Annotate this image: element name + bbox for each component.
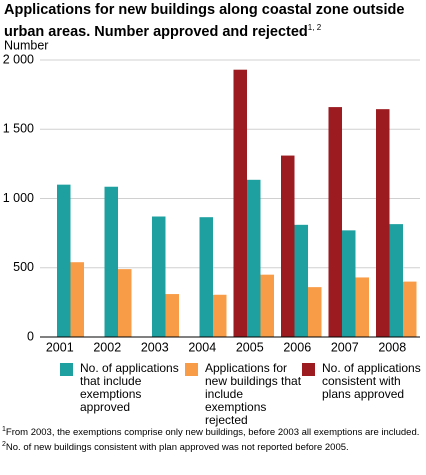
footnote: 2No. of new buildings consistent with pl… (2, 439, 422, 454)
bar (260, 274, 274, 337)
legend-item: No. of applications consistent with plan… (302, 362, 424, 401)
bar (233, 69, 247, 337)
y-axis-label: Number (4, 38, 48, 52)
footnote-text: No. of new buildings consistent with pla… (5, 442, 349, 454)
y-tick-label: 500 (13, 260, 34, 274)
x-tick-label: 2002 (93, 340, 121, 354)
bar (152, 216, 166, 337)
bar (403, 281, 417, 337)
chart: Number 0 500 1 000 1 500 2 000 2001 2002 2003 20… (3, 38, 420, 354)
bar (165, 294, 179, 337)
bar (355, 277, 369, 337)
x-tick-label: 2008 (378, 340, 406, 354)
legend-swatch (302, 363, 315, 376)
title-text: Applications for new buildings along coa… (4, 2, 405, 40)
bar (308, 287, 322, 337)
bar (376, 109, 390, 337)
bar (281, 155, 295, 337)
bar (247, 179, 261, 337)
footnote-text: From 2003, the exemptions comprise only … (5, 427, 420, 439)
x-tick-label: 2007 (331, 340, 359, 354)
legend-swatch (60, 363, 73, 376)
bar (57, 184, 71, 337)
footnote-marker: 2 (2, 441, 6, 449)
legend-swatch (185, 363, 198, 376)
footnote: 1From 2003, the exemptions comprise only… (2, 424, 422, 439)
bar (118, 269, 132, 337)
x-tick-label: 2004 (188, 340, 216, 354)
legend-label: Applications for new buildings that incl… (205, 361, 302, 427)
y-tick-label: 0 (27, 329, 34, 343)
bar (213, 294, 227, 337)
y-tick-label: 1 500 (3, 122, 34, 136)
legend-item: Applications for new buildings that incl… (185, 362, 305, 427)
chart-title: Applications for new buildings along coa… (4, 2, 422, 41)
legend-item: No. of applications that include exempti… (60, 362, 180, 414)
x-tick-label: 2001 (46, 340, 74, 354)
bar (104, 186, 118, 337)
footnotes: 1From 2003, the exemptions comprise only… (2, 424, 422, 454)
footnote-marker: 1 (2, 426, 6, 433)
legend-label: No. of applications consistent with plan… (322, 361, 421, 401)
title-note: 1, 2 (307, 23, 322, 32)
bar (328, 107, 342, 337)
x-tick-label: 2005 (236, 340, 264, 354)
y-tick-label: 1 000 (3, 191, 34, 205)
bar (199, 217, 213, 337)
legend-label: No. of applications that include exempti… (80, 361, 179, 414)
x-tick-label: 2003 (141, 340, 169, 354)
bar (294, 224, 308, 337)
x-tick-label: 2006 (283, 340, 311, 354)
bar (342, 230, 356, 337)
bar (70, 262, 84, 337)
bar (389, 224, 403, 337)
y-tick-label: 2 000 (3, 52, 34, 66)
